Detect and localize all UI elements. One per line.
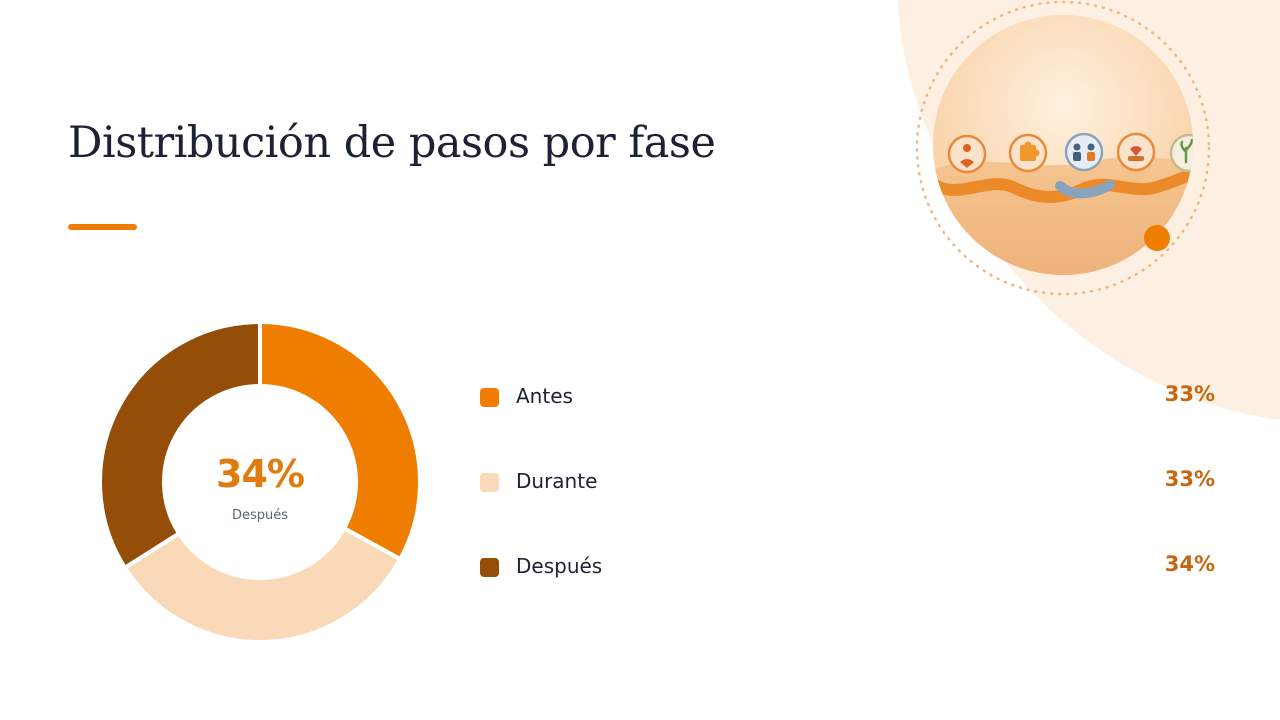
legend-item-antes: Antes 33% [480, 382, 1215, 414]
caregiver-icon [1116, 132, 1156, 172]
legend-item-durante: Durante 33% [480, 467, 1215, 499]
donut-chart [98, 319, 422, 644]
donut-center-label: Después [231, 508, 289, 523]
puzzle-icon [1008, 133, 1048, 173]
legend-item-despues: Después 34% [480, 552, 1215, 584]
person-heart-icon [947, 134, 987, 174]
plant-icon [1169, 133, 1193, 173]
donut-slice-durante [122, 525, 403, 644]
legend-value-antes: 33% [1164, 382, 1215, 406]
legend-swatch-despues [480, 558, 499, 577]
slide-title: Distribución de pasos por fase [68, 118, 716, 168]
title-underline [68, 224, 137, 230]
legend-value-durante: 33% [1164, 467, 1215, 491]
donut-center-value: 34% [216, 452, 305, 496]
accent-dot [1144, 225, 1170, 251]
donut-slice-despues [98, 319, 262, 571]
donut-slice-antes [258, 319, 422, 562]
legend-label-durante: Durante [516, 469, 598, 493]
legend-swatch-durante [480, 473, 499, 492]
journey-illustration [915, 0, 1211, 296]
legend-value-despues: 34% [1164, 552, 1215, 576]
legend-label-antes: Antes [516, 384, 573, 408]
people-meeting-icon [1064, 132, 1104, 172]
legend-swatch-antes [480, 388, 499, 407]
legend-label-despues: Después [516, 554, 603, 578]
